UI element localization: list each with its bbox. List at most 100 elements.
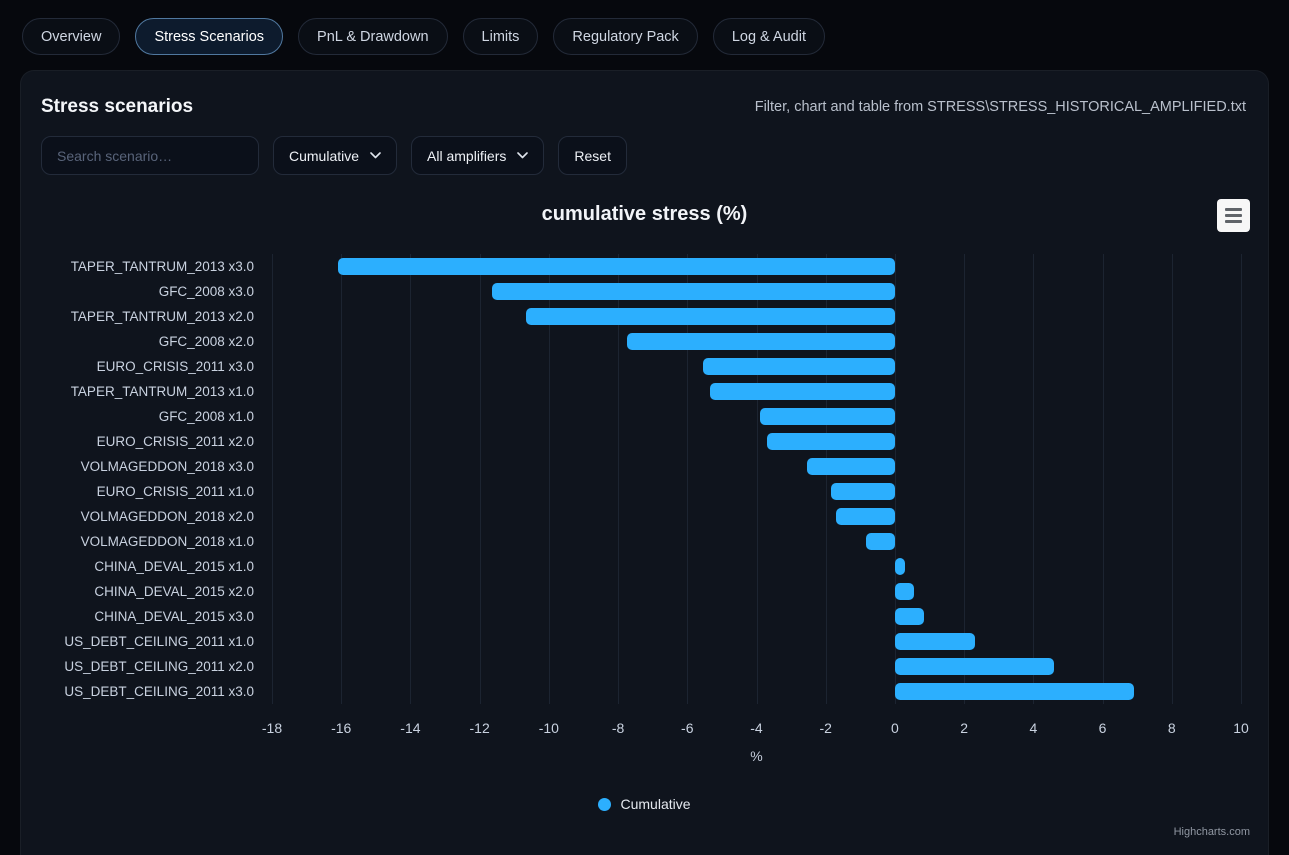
category-label: US_DEBT_CEILING_2011 x3.0 bbox=[64, 684, 254, 699]
gridline bbox=[687, 254, 689, 704]
x-tick-label: -18 bbox=[261, 720, 283, 736]
category-label: EURO_CRISIS_2011 x3.0 bbox=[96, 359, 254, 374]
gridline bbox=[410, 254, 412, 704]
reset-button[interactable]: Reset bbox=[558, 136, 627, 175]
plot-area bbox=[272, 254, 1242, 704]
tab-label: Stress Scenarios bbox=[154, 28, 265, 45]
bar-taper-tantrum-2013-x1-0[interactable] bbox=[709, 383, 895, 400]
x-tick-label: 6 bbox=[1098, 720, 1107, 736]
tab-stress-scenarios[interactable]: Stress Scenarios bbox=[135, 18, 284, 55]
bar-china-deval-2015-x1-0[interactable] bbox=[894, 558, 905, 575]
x-tick-label: 2 bbox=[960, 720, 969, 736]
x-tick-label: -10 bbox=[538, 720, 559, 736]
category-label: US_DEBT_CEILING_2011 x2.0 bbox=[64, 659, 254, 674]
bar-euro-crisis-2011-x1-0[interactable] bbox=[830, 483, 895, 500]
chart-title: cumulative stress (%) bbox=[541, 203, 748, 225]
gridline bbox=[964, 254, 966, 704]
category-label: EURO_CRISIS_2011 x2.0 bbox=[96, 434, 254, 449]
x-tick-label: -4 bbox=[750, 720, 763, 736]
chevron-down-icon bbox=[517, 152, 529, 159]
tab-label: Log & Audit bbox=[731, 28, 806, 45]
x-tick-label: -6 bbox=[681, 720, 694, 736]
category-label: VOLMAGEDDON_2018 x3.0 bbox=[80, 459, 254, 474]
x-tick-label: -12 bbox=[469, 720, 490, 736]
x-tick-label: -8 bbox=[611, 720, 625, 736]
gridline bbox=[341, 254, 343, 704]
category-label: CHINA_DEVAL_2015 x1.0 bbox=[94, 559, 254, 574]
x-axis-labels: -18 -16 -14 -12 -10 -8 -6 -4 -2 0 2 4 6 8 10 bbox=[262, 720, 1249, 740]
bar-volmageddon-2018-x1-0[interactable] bbox=[865, 533, 895, 550]
bar-volmageddon-2018-x2-0[interactable] bbox=[836, 508, 895, 525]
tab-overview[interactable]: Overview bbox=[22, 18, 121, 55]
x-tick-label: 10 bbox=[1233, 720, 1249, 736]
gridline bbox=[479, 254, 481, 704]
metric-select[interactable]: Cumulative bbox=[273, 136, 398, 175]
panel-header: Stress scenarios Filter, chart and table… bbox=[41, 96, 1246, 118]
tab-regulatory-pack[interactable]: Regulatory Pack bbox=[553, 18, 698, 55]
metric-select-value: Cumulative bbox=[289, 147, 360, 164]
category-label: US_DEBT_CEILING_2011 x1.0 bbox=[64, 634, 254, 649]
bar-taper-tantrum-2013-x2-0[interactable] bbox=[526, 308, 895, 325]
hamburger-icon bbox=[1225, 214, 1242, 217]
tab-label: PnL & Drawdown bbox=[317, 28, 429, 45]
category-label: GFC_2008 x1.0 bbox=[158, 409, 254, 424]
source-note: Filter, chart and table from STRESS\STRE… bbox=[754, 99, 1246, 115]
bar-euro-crisis-2011-x3-0[interactable] bbox=[702, 358, 895, 375]
chart-legend: Cumulative bbox=[21, 794, 1268, 814]
x-tick-label: -14 bbox=[400, 720, 421, 736]
bar-gfc-2008-x2-0[interactable] bbox=[626, 333, 895, 350]
bar-euro-crisis-2011-x2-0[interactable] bbox=[766, 433, 895, 450]
tab-label: Regulatory Pack bbox=[572, 28, 679, 45]
search-input[interactable] bbox=[41, 136, 259, 175]
tab-limits[interactable]: Limits bbox=[462, 18, 539, 55]
tab-label: Overview bbox=[41, 28, 102, 45]
chevron-down-icon bbox=[370, 152, 381, 159]
top-tab-bar: Overview Stress Scenarios PnL & Drawdown… bbox=[22, 18, 825, 55]
gridline bbox=[756, 254, 758, 704]
tab-log-audit[interactable]: Log & Audit bbox=[712, 18, 825, 55]
hamburger-icon bbox=[1225, 220, 1242, 223]
bar-gfc-2008-x1-0[interactable] bbox=[759, 408, 895, 425]
gridline bbox=[825, 254, 827, 704]
category-label: CHINA_DEVAL_2015 x2.0 bbox=[94, 584, 254, 599]
category-label: TAPER_TANTRUM_2013 x1.0 bbox=[70, 384, 254, 399]
amplifier-select[interactable]: All amplifiers bbox=[411, 136, 545, 175]
bar-taper-tantrum-2013-x3-0[interactable] bbox=[337, 258, 895, 275]
category-label: TAPER_TANTRUM_2013 x3.0 bbox=[70, 259, 254, 274]
x-tick-label: 4 bbox=[1029, 720, 1038, 736]
gridline bbox=[1171, 254, 1173, 704]
stress-bar-chart: cumulative stress (%) TAPER_TANTRUM_2013… bbox=[21, 199, 1268, 838]
category-label: EURO_CRISIS_2011 x1.0 bbox=[96, 484, 254, 499]
x-axis-title: % bbox=[750, 748, 763, 764]
gridline bbox=[894, 254, 896, 704]
gridline bbox=[548, 254, 550, 704]
bar-gfc-2008-x3-0[interactable] bbox=[491, 283, 895, 300]
bar-us-debt-ceiling-2011-x3-0[interactable] bbox=[894, 683, 1134, 700]
bar-china-deval-2015-x2-0[interactable] bbox=[894, 583, 915, 600]
gridline bbox=[618, 254, 620, 704]
chart-menu-button[interactable] bbox=[1217, 199, 1250, 232]
amplifier-select-value: All amplifiers bbox=[427, 147, 507, 164]
gridline bbox=[272, 254, 273, 704]
bar-china-deval-2015-x3-0[interactable] bbox=[894, 608, 924, 625]
tab-label: Limits bbox=[481, 28, 520, 45]
category-label: VOLMAGEDDON_2018 x1.0 bbox=[80, 534, 254, 549]
category-label: GFC_2008 x2.0 bbox=[158, 334, 254, 349]
stress-scenarios-panel: Stress scenarios Filter, chart and table… bbox=[20, 70, 1269, 855]
legend-item-cumulative[interactable]: Cumulative bbox=[620, 796, 691, 812]
highcharts-credit[interactable]: Highcharts.com bbox=[1173, 826, 1250, 838]
bar-volmageddon-2018-x3-0[interactable] bbox=[806, 458, 895, 475]
x-tick-label: -2 bbox=[819, 720, 832, 736]
gridline bbox=[1241, 254, 1242, 704]
reset-button-label: Reset bbox=[574, 147, 611, 164]
category-label: CHINA_DEVAL_2015 x3.0 bbox=[94, 609, 254, 624]
bar-us-debt-ceiling-2011-x2-0[interactable] bbox=[894, 658, 1055, 675]
category-label: VOLMAGEDDON_2018 x2.0 bbox=[80, 509, 254, 524]
tab-pnl-drawdown[interactable]: PnL & Drawdown bbox=[298, 18, 448, 55]
category-label: TAPER_TANTRUM_2013 x2.0 bbox=[70, 309, 254, 324]
bar-us-debt-ceiling-2011-x1-0[interactable] bbox=[894, 633, 975, 650]
filter-controls: Cumulative All amplifiers Reset bbox=[41, 136, 1248, 175]
x-tick-label: 0 bbox=[891, 720, 899, 736]
hamburger-icon bbox=[1225, 208, 1242, 211]
